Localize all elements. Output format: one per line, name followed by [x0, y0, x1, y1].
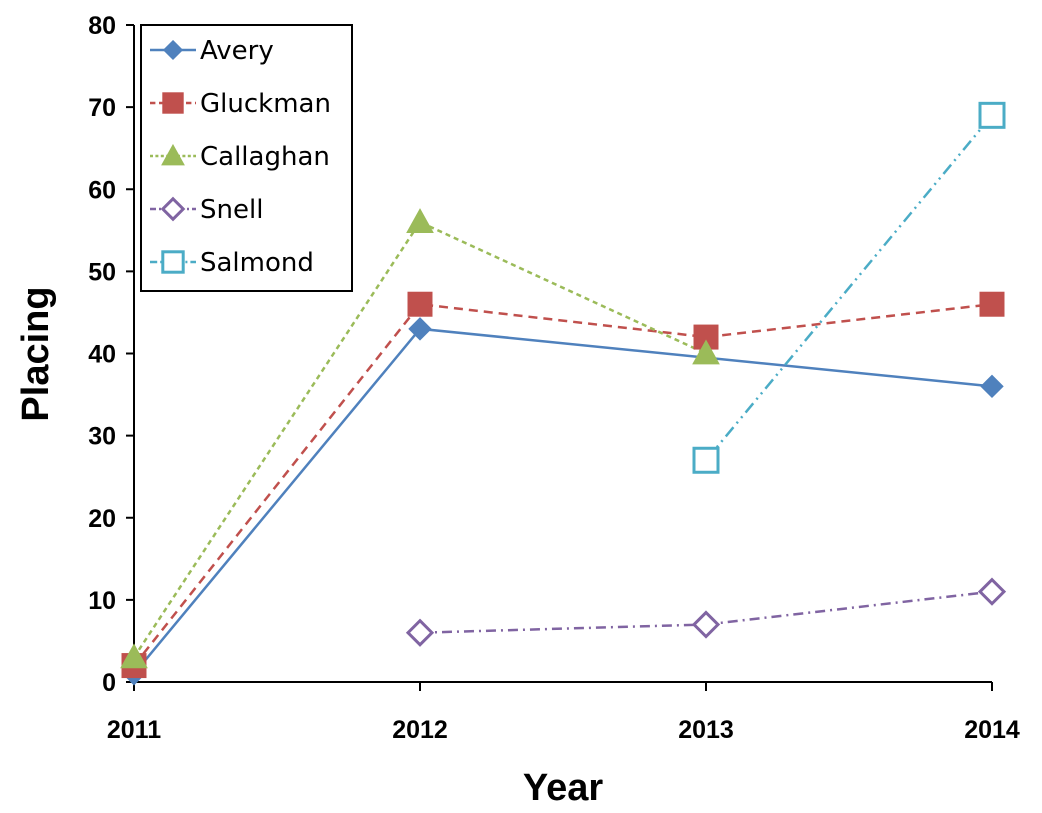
data-point-callaghan: [406, 208, 434, 233]
series-line-avery: [133, 327, 993, 675]
legend-marker-callaghan: [161, 143, 185, 166]
y-axis-title: Placing: [15, 286, 57, 421]
data-point-snell: [405, 618, 435, 647]
legend: Avery Gluckman Callaghan Snell Salmond: [140, 24, 353, 292]
legend-label-callaghan: Callaghan: [200, 142, 330, 172]
y-tick-label: 10: [88, 587, 116, 615]
x-tick-label: 2011: [107, 716, 161, 744]
data-point-salmond: [978, 101, 1006, 129]
y-tick-label: 70: [88, 94, 116, 122]
series-lines: [132, 114, 993, 675]
tick-labels: 0 10 20 30 40 50 60 70 80 2011 2012 2013 2014: [88, 12, 1020, 744]
data-point-avery: [980, 374, 1004, 399]
y-tick-label: 0: [102, 669, 116, 697]
data-point-callaghan: [120, 643, 148, 669]
data-point-snell: [977, 577, 1007, 606]
legend-marker-avery: [162, 39, 184, 61]
x-tick-label: 2014: [964, 716, 1020, 744]
x-axis-title: Year: [523, 767, 604, 809]
data-point-gluckman: [407, 291, 433, 317]
legend-label-gluckman: Gluckman: [200, 89, 331, 119]
series-markers: [120, 101, 1007, 686]
y-tick-label: 40: [88, 341, 116, 369]
legend-label-snell: Snell: [200, 195, 263, 225]
x-tick-label: 2012: [392, 716, 448, 744]
legend-label-salmond: Salmond: [200, 248, 314, 278]
data-point-snell: [691, 610, 721, 639]
y-tick-label: 20: [88, 505, 116, 533]
legend-marker-gluckman: [162, 92, 184, 114]
series-line-gluckman: [133, 302, 993, 667]
data-point-avery: [408, 317, 432, 341]
y-tick-label: 30: [88, 423, 116, 451]
series-line-callaghan: [132, 220, 707, 659]
data-point-callaghan: [692, 339, 720, 365]
y-tick-label: 50: [88, 258, 116, 286]
y-tick-label: 60: [88, 176, 116, 204]
y-tick-label: 80: [88, 12, 116, 40]
data-point-gluckman: [979, 291, 1005, 317]
series-line-salmond: [705, 114, 993, 462]
x-tick-label: 2013: [678, 716, 734, 744]
legend-marker-salmond: [161, 250, 185, 274]
legend-label-avery: Avery: [200, 36, 274, 66]
legend-marker-snell: [160, 196, 186, 222]
data-point-salmond: [692, 446, 720, 474]
